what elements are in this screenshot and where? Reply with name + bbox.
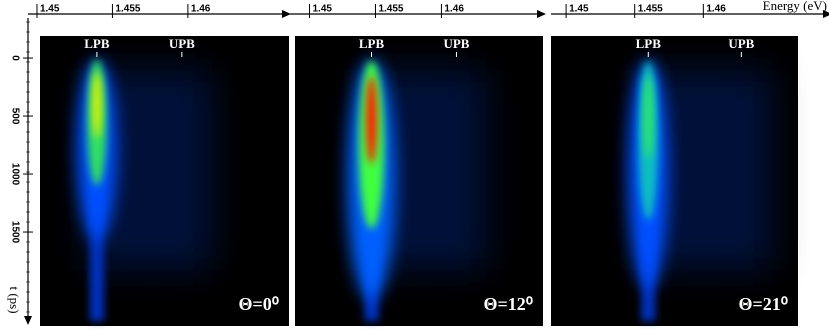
x-tick-label: 1.455	[378, 4, 403, 15]
band-label: UPB	[728, 36, 754, 51]
blob-core	[365, 76, 378, 164]
x-tick-label: 1.46	[191, 4, 211, 15]
y-tick-label: 1000	[9, 163, 20, 186]
x-tick-label: 1.45	[40, 4, 60, 15]
band-label: LPB	[359, 36, 385, 51]
y-axis-label: t (ps)	[7, 286, 22, 313]
y-tick-label: 0	[9, 55, 20, 61]
x-tick-label: 1.46	[706, 4, 726, 15]
y-tick-label: 500	[9, 108, 20, 125]
band-label: LPB	[636, 36, 662, 51]
angle-label: Θ=12⁰	[484, 294, 533, 314]
y-tick-label: 1500	[9, 221, 20, 244]
angle-label: Θ=21⁰	[739, 294, 788, 314]
band-label: UPB	[169, 36, 195, 51]
x-tick-label: 1.45	[569, 4, 589, 15]
x-axis-arrow	[282, 10, 291, 18]
x-axis-arrow	[537, 10, 546, 18]
x-tick-label: 1.455	[115, 4, 140, 15]
band-label: UPB	[443, 36, 469, 51]
x-axis-arrow	[823, 10, 829, 18]
x-tick-label: 1.45	[313, 4, 333, 15]
blob-core	[92, 72, 102, 138]
angle-label: Θ=0⁰	[239, 294, 279, 314]
x-tick-label: 1.455	[638, 4, 663, 15]
y-axis-arrow	[24, 316, 32, 325]
x-axis-label: Energy (eV)	[763, 0, 827, 13]
band-label: LPB	[84, 36, 110, 51]
x-tick-label: 1.46	[444, 4, 464, 15]
blob-core	[644, 75, 653, 159]
